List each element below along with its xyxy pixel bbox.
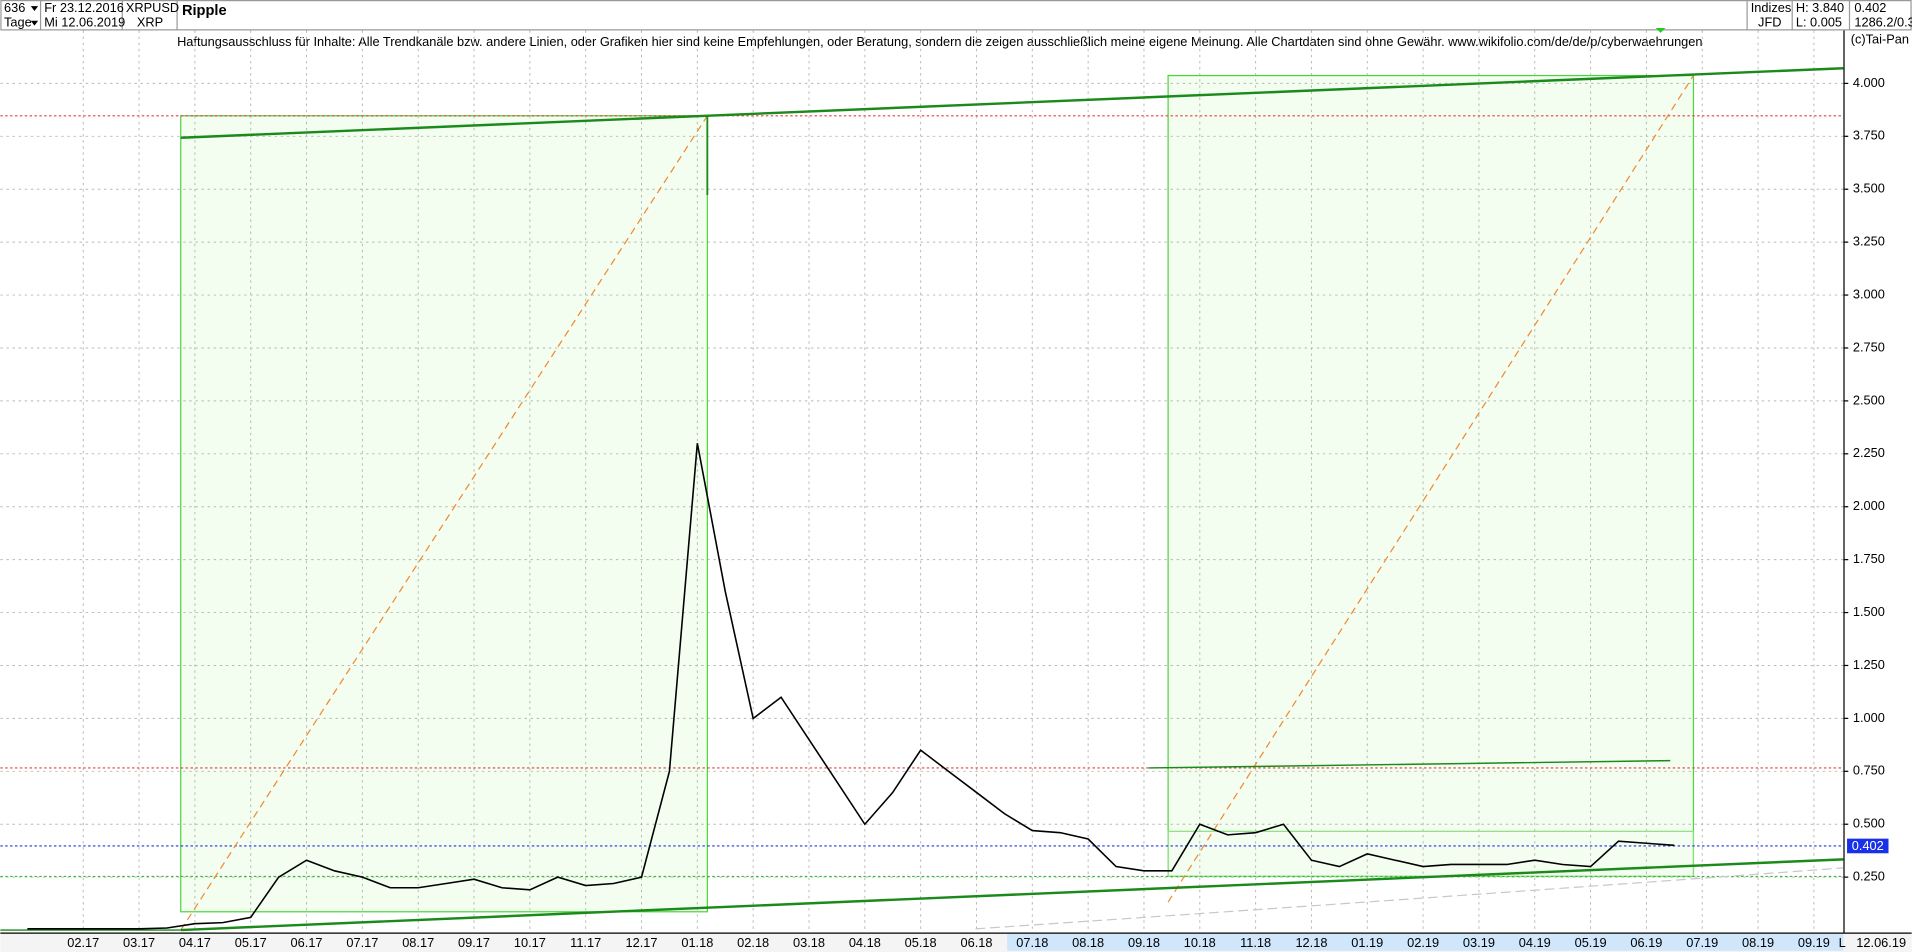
high: H: 3.840 xyxy=(1796,0,1844,15)
date-label: 12.06.19 xyxy=(1856,935,1906,950)
marks xyxy=(27,443,1675,930)
y-tick-label: 1.500 xyxy=(1853,604,1885,619)
y-tick-label: 1.750 xyxy=(1853,551,1885,566)
x-tick-label: 08.19 xyxy=(1742,935,1774,950)
x-tick-label: 02.19 xyxy=(1407,935,1439,950)
x-tick-label: 04.18 xyxy=(849,935,881,950)
x-tick-label: 10.18 xyxy=(1184,935,1216,950)
price-box xyxy=(1847,838,1889,854)
x-tick-label: 11.17 xyxy=(570,935,601,950)
marker xyxy=(1655,28,1666,33)
x-tick-label: 08.17 xyxy=(402,935,434,950)
y-tick-label: 3.750 xyxy=(1853,128,1885,143)
y-tick-label: 4.000 xyxy=(1853,75,1885,90)
y-tick-label: 3.000 xyxy=(1853,286,1885,301)
disclaimer: Haftungsausschluss für Inhalte: Alle Tre… xyxy=(177,34,1702,49)
x-tick-label: 06.17 xyxy=(291,935,323,950)
drawings xyxy=(0,67,1844,932)
from-date: Fr 23.12.2016 xyxy=(44,0,124,15)
price-label: 0.402 xyxy=(1852,838,1884,853)
price-line xyxy=(27,443,1675,930)
trend-line xyxy=(180,858,1844,932)
x-tick-label: 06.19 xyxy=(1630,935,1662,950)
x-tick-label: 05.18 xyxy=(905,935,937,950)
x-tick-label: 10.17 xyxy=(514,935,546,950)
diagonal xyxy=(1167,75,1694,903)
range-box xyxy=(180,115,708,913)
x-tick-label: 07.17 xyxy=(346,935,378,950)
source: JFD xyxy=(1758,15,1781,30)
instrument-name: Ripple xyxy=(182,3,227,19)
x-tick-label: 04.19 xyxy=(1519,935,1551,950)
gray-trend xyxy=(975,867,1844,930)
x-tick-label: 06.18 xyxy=(960,935,992,950)
x-tick-label: 03.18 xyxy=(793,935,825,950)
header: 636 Tage Fr 23.12.2016 Mi 12.06.2019 XRP… xyxy=(0,0,1912,31)
low: L: 0.005 xyxy=(1796,15,1842,30)
symbol: XRPUSD xyxy=(126,0,179,15)
count[interactable]: 636 xyxy=(4,0,25,15)
y-tick-label: 2.500 xyxy=(1853,392,1885,407)
x-tick-label: 05.17 xyxy=(235,935,267,950)
y-tick-label: 3.250 xyxy=(1853,234,1885,249)
header-box xyxy=(0,0,1912,31)
copyright: (c)Tai-Pan xyxy=(1851,32,1909,47)
y-tick-label: 1.250 xyxy=(1853,657,1885,672)
x-tick-label: 07.19 xyxy=(1686,935,1718,950)
y-tick-label: 0.500 xyxy=(1853,816,1885,831)
x-tick-label: 12.17 xyxy=(626,935,658,950)
x-tick-label: 01.18 xyxy=(681,935,713,950)
x-tick-label: 03.17 xyxy=(123,935,155,950)
scale-mode: L xyxy=(1839,935,1846,950)
y-tick-label: 1.000 xyxy=(1853,710,1885,725)
x-tick-label: 08.18 xyxy=(1072,935,1104,950)
x-tick-label: 09.18 xyxy=(1128,935,1160,950)
x-tick-label: 05.19 xyxy=(1575,935,1607,950)
dropdown-arrow xyxy=(30,6,39,11)
y-tick-label: 2.250 xyxy=(1853,445,1885,460)
extra: 1286.2/0.3 xyxy=(1854,15,1912,30)
x-tick-label: 01.19 xyxy=(1351,935,1383,950)
dropdown-arrow xyxy=(30,20,39,26)
y-tick-label: 2.000 xyxy=(1853,498,1885,513)
x-tick-label: 11.18 xyxy=(1240,935,1271,950)
range-box xyxy=(1167,74,1695,878)
grid xyxy=(0,30,1844,933)
y-tick-label: 3.500 xyxy=(1853,181,1885,196)
trend-line xyxy=(1148,759,1671,769)
x-tick-label: 03.19 xyxy=(1463,935,1495,950)
diagonal xyxy=(180,115,708,931)
x-tick-label: 09.17 xyxy=(458,935,490,950)
period[interactable]: Tage xyxy=(4,15,32,30)
x-tick-label: 04.17 xyxy=(179,935,211,950)
y-tick-label: 2.750 xyxy=(1853,339,1885,354)
group: Indizes xyxy=(1751,0,1792,15)
x-tick-label: 07.18 xyxy=(1016,935,1048,950)
y-tick-label: 0.750 xyxy=(1853,763,1885,778)
short-symbol: XRP xyxy=(137,15,163,30)
last: 0.402 xyxy=(1854,0,1886,15)
x-tick-label: 02.17 xyxy=(67,935,99,950)
to-date: Mi 12.06.2019 xyxy=(44,15,125,30)
trend-line xyxy=(180,67,1844,139)
x-axis-highlight xyxy=(1007,933,1844,951)
x-tick-label: 02.18 xyxy=(737,935,769,950)
x-tick-label: 09.19 xyxy=(1798,935,1830,950)
y-tick-label: 0.250 xyxy=(1853,869,1885,884)
x-tick-label: 12.18 xyxy=(1295,935,1327,950)
